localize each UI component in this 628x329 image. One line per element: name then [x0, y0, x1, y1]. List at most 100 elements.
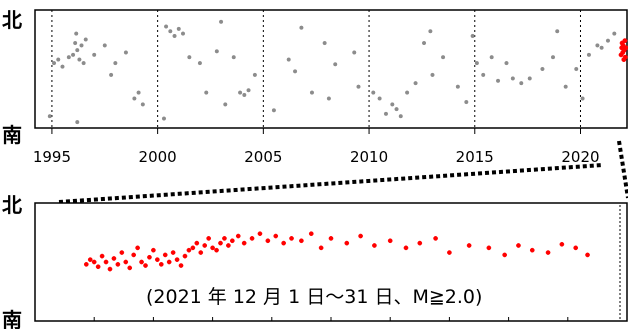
top-point-gray [550, 55, 556, 60]
top-south-label: 南 [2, 123, 22, 147]
top-point-gray [574, 66, 579, 72]
top-point-gray [74, 31, 79, 36]
top-point-gray [356, 84, 361, 89]
bottom-point-red [202, 243, 208, 248]
bottom-point-red [559, 241, 565, 247]
bottom-point-red [235, 233, 241, 239]
top-point-gray [79, 43, 84, 48]
top-point-gray [246, 88, 251, 93]
top-point-gray [168, 29, 173, 34]
top-point-gray [140, 102, 145, 107]
top-point-gray [405, 90, 410, 95]
bottom-point-red [111, 256, 117, 261]
top-point-gray [180, 31, 186, 36]
top-point-gray [286, 57, 291, 62]
top-point-gray [612, 31, 617, 36]
top-point-gray [580, 96, 585, 101]
bottom-point-red [585, 252, 590, 258]
top-x-tick-label: 2015 [456, 148, 494, 166]
top-point-gray [413, 81, 418, 86]
bottom-point-red [127, 265, 133, 271]
top-point-gray [390, 102, 395, 107]
bottom-point-red [210, 245, 215, 251]
top-point-gray [481, 72, 486, 77]
top-point-gray [510, 76, 515, 81]
bottom-point-red [178, 263, 184, 268]
bottom-point-red [545, 250, 551, 255]
top-point-gray [113, 61, 118, 66]
bottom-point-red [186, 247, 192, 253]
top-x-ticks: 1995 2000 2005 2010 2015 2020 [33, 128, 600, 166]
top-point-gray [271, 108, 276, 113]
bottom-point-red [214, 247, 219, 253]
top-point-gray [377, 96, 382, 101]
top-point-gray [102, 43, 107, 48]
bottom-point-red [222, 236, 227, 241]
top-point-gray [398, 114, 403, 119]
top-point-gray [428, 29, 433, 34]
bottom-point-red [91, 259, 97, 265]
top-point-gray [464, 99, 469, 105]
bottom-point-red [166, 259, 172, 265]
top-point-gray [172, 33, 177, 39]
top-point-gray [309, 90, 315, 95]
bottom-point-red [433, 236, 438, 241]
top-point-gray [586, 52, 591, 57]
top-point-gray [495, 78, 501, 83]
bottom-point-red [417, 240, 423, 246]
top-point-gray [441, 55, 446, 60]
top-point-gray [504, 61, 509, 66]
bottom-point-red [344, 240, 350, 246]
bottom-point-red [265, 238, 271, 244]
bottom-annotation: (2021 年 12 月 1 日～31 日、M≧2.0) [146, 286, 482, 308]
bottom-point-red [158, 262, 164, 267]
top-point-gray [599, 45, 604, 50]
bottom-point-red [387, 238, 393, 244]
top-point-gray [109, 72, 114, 77]
bottom-panel-frame [34, 202, 628, 322]
bottom-point-red [103, 259, 109, 265]
bottom-point-red [466, 243, 472, 248]
top-point-gray [326, 96, 331, 101]
top-x-tick-label: 2000 [139, 148, 177, 166]
bottom-point-red [206, 236, 212, 241]
bottom-point-red [119, 250, 125, 255]
top-point-gray [322, 40, 327, 46]
bottom-point-red [358, 233, 363, 239]
top-north-label: 北 [2, 8, 22, 32]
bottom-point-red [143, 263, 148, 268]
bottom-point-red [273, 233, 279, 239]
top-point-gray [519, 81, 524, 86]
top-point-gray [176, 26, 181, 31]
top-x-tick-label: 2020 [561, 148, 599, 166]
bottom-point-red [170, 250, 176, 255]
bottom-point-red [162, 252, 168, 258]
top-point-gray [161, 116, 167, 121]
top-point-gray [238, 90, 243, 95]
top-point-gray [204, 90, 209, 95]
bottom-point-red [573, 245, 579, 251]
top-point-gray [371, 90, 376, 95]
bottom-point-red [151, 247, 156, 253]
top-point-gray [136, 90, 141, 95]
bottom-point-red [299, 238, 304, 244]
top-point-gray [73, 40, 78, 46]
bottom-point-red [190, 245, 196, 251]
top-point-gray [231, 55, 236, 60]
top-point-gray [470, 33, 475, 39]
top-point-gray [489, 55, 494, 60]
bottom-point-red [502, 252, 508, 258]
top-point-gray [430, 72, 435, 77]
top-point-gray [92, 52, 97, 57]
top-point-gray [214, 49, 219, 54]
top-point-gray [394, 107, 399, 112]
bottom-point-red [99, 253, 105, 259]
bottom-x-ticks [34, 317, 628, 321]
top-point-gray [223, 102, 228, 107]
top-point-gray [56, 57, 61, 62]
bottom-point-red [529, 247, 535, 253]
bottom-point-red [516, 243, 521, 248]
top-point-gray [219, 19, 224, 24]
top-point-gray [123, 50, 128, 55]
